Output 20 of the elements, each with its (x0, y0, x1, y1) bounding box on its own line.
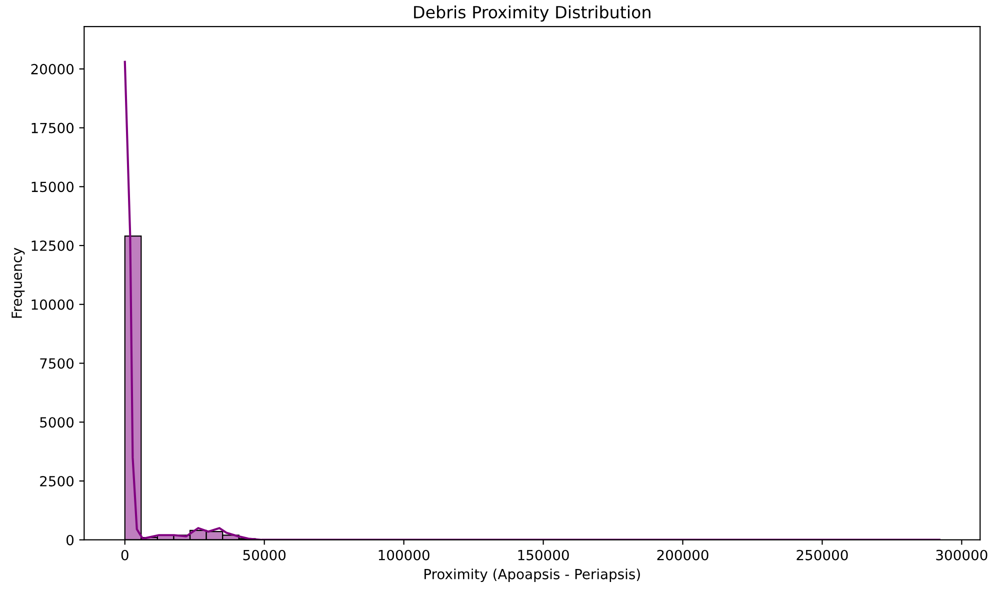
y-tick-label: 0 (66, 534, 74, 546)
x-tick-label: 100000 (378, 550, 430, 560)
y-tick-label: 2500 (40, 476, 74, 486)
x-tick-label: 150000 (518, 550, 569, 560)
y-tick-label: 17500 (32, 122, 74, 134)
x-axis-title: Proximity (Apoapsis - Periapsis) (424, 568, 640, 582)
x-tick-label: 200000 (657, 550, 708, 560)
y-tick-label: 12500 (32, 240, 74, 251)
y-tick-label: 7500 (40, 358, 74, 369)
y-tick-label: 10000 (32, 299, 74, 310)
line-series (124, 60, 940, 540)
x-tick-label: 250000 (796, 550, 848, 560)
x-tick-label: 50000 (243, 550, 286, 560)
y-tick-label: 20000 (31, 64, 74, 74)
y-tick-label: 5000 (40, 417, 74, 428)
y-axis-title: Frequency (12, 248, 25, 318)
y-tick-label: 15000 (32, 182, 74, 192)
chart-title: Debris Proximity Distribution (414, 6, 650, 22)
x-tick-label: 300000 (936, 550, 988, 560)
x-tick-label: 0 (121, 550, 128, 560)
